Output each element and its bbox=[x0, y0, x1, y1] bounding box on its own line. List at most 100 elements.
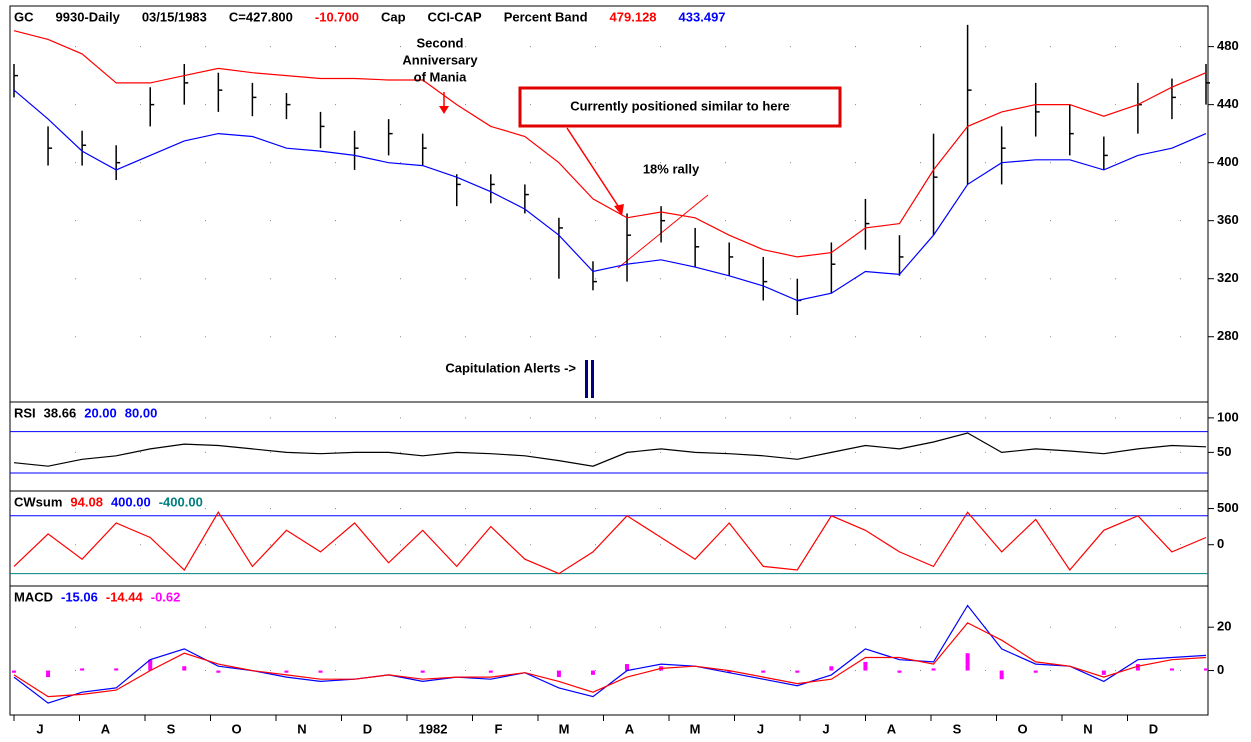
histogram-bar bbox=[46, 670, 51, 678]
series-line bbox=[13, 89, 1207, 302]
x-tick-label: S bbox=[953, 721, 962, 736]
x-tick-label: N bbox=[297, 721, 306, 736]
x-tick-label: M bbox=[559, 721, 570, 736]
y-tick-label: 500 bbox=[1217, 500, 1239, 515]
annotation-arrow bbox=[566, 127, 623, 213]
histogram-bar bbox=[625, 664, 630, 671]
annotation-box bbox=[518, 86, 842, 128]
header-text: -0.62 bbox=[151, 589, 181, 604]
y-tick-label: 280 bbox=[1217, 328, 1239, 343]
histogram-bar bbox=[420, 670, 425, 673]
header-text: 479.128 bbox=[610, 9, 657, 24]
annotation: Anniversary bbox=[402, 52, 478, 67]
y-tick-label: 50 bbox=[1217, 444, 1231, 459]
header-text: C=427.800 bbox=[229, 9, 293, 24]
header-text: 38.66 bbox=[44, 405, 77, 420]
histogram-bar bbox=[284, 670, 289, 673]
alert-mark bbox=[585, 360, 588, 398]
histogram-bar bbox=[148, 659, 153, 671]
header-text: GC bbox=[14, 9, 34, 24]
histogram-bar bbox=[1033, 670, 1038, 673]
y-tick-label: 360 bbox=[1217, 212, 1239, 227]
annotation: Second bbox=[417, 35, 464, 50]
x-tick-label: F bbox=[495, 721, 503, 736]
histogram-bar bbox=[1204, 668, 1208, 671]
header-text: -14.44 bbox=[106, 589, 144, 604]
y-tick-label: 440 bbox=[1217, 96, 1239, 111]
series-line bbox=[13, 30, 1207, 258]
annotation: 18% rally bbox=[643, 161, 700, 176]
header-text: Cap bbox=[381, 9, 406, 24]
y-tick-label: 480 bbox=[1217, 38, 1239, 53]
trend-line bbox=[617, 194, 709, 269]
histogram-bar bbox=[999, 670, 1004, 680]
arrow-head bbox=[439, 106, 449, 114]
header-text: 80.00 bbox=[125, 405, 158, 420]
histogram-bar bbox=[318, 670, 323, 673]
histogram-bar bbox=[727, 670, 732, 673]
x-tick-label: A bbox=[101, 721, 111, 736]
header-text: RSI bbox=[14, 405, 36, 420]
x-tick-label: J bbox=[822, 721, 829, 736]
y-tick-label: 0 bbox=[1217, 536, 1224, 551]
header-text: 400.00 bbox=[111, 494, 151, 509]
histogram-bar bbox=[761, 670, 766, 673]
x-tick-label: D bbox=[363, 721, 372, 736]
annotation: Currently positioned similar to here bbox=[570, 98, 790, 113]
y-tick-label: 320 bbox=[1217, 270, 1239, 285]
histogram-bar bbox=[216, 670, 221, 673]
histogram-bar bbox=[897, 670, 902, 673]
header-text: -10.700 bbox=[315, 9, 359, 24]
y-tick-label: 400 bbox=[1217, 154, 1239, 169]
x-tick-label: A bbox=[887, 721, 897, 736]
series-line bbox=[13, 432, 1207, 467]
header-text: CCI-CAP bbox=[428, 9, 482, 24]
x-tick-label: O bbox=[1017, 721, 1027, 736]
header-text: 20.00 bbox=[84, 405, 117, 420]
arrow-head bbox=[614, 204, 624, 216]
histogram-bar bbox=[182, 666, 187, 671]
header-text: Percent Band bbox=[504, 9, 588, 24]
y-tick-label: 0 bbox=[1217, 662, 1224, 677]
histogram-bar bbox=[863, 661, 868, 671]
alert-mark bbox=[591, 360, 594, 398]
histogram-bar bbox=[1101, 670, 1106, 675]
x-tick-label: M bbox=[690, 721, 701, 736]
series-line bbox=[13, 511, 1207, 575]
x-tick-label: D bbox=[1149, 721, 1158, 736]
header-text: MACD bbox=[14, 589, 53, 604]
x-tick-label: J bbox=[36, 721, 43, 736]
x-tick-label: N bbox=[1083, 721, 1092, 736]
histogram-bar bbox=[795, 670, 800, 673]
histogram-bar bbox=[931, 668, 936, 671]
histogram-bar bbox=[590, 670, 595, 675]
series-line bbox=[13, 622, 1207, 698]
frame bbox=[9, 5, 1209, 716]
y-tick-label: 100 bbox=[1217, 409, 1239, 424]
annotation: Capitulation Alerts -> bbox=[445, 360, 576, 375]
header-text: 9930-Daily bbox=[56, 9, 121, 24]
series-line bbox=[13, 604, 1207, 704]
header-text: -15.06 bbox=[61, 589, 98, 604]
histogram-bar bbox=[114, 668, 119, 671]
histogram-bar bbox=[12, 670, 16, 673]
x-tick-label: 1982 bbox=[419, 721, 448, 736]
histogram-bar bbox=[488, 670, 493, 673]
x-tick-label: A bbox=[625, 721, 635, 736]
histogram-bar bbox=[829, 666, 834, 671]
y-tick-label: 20 bbox=[1217, 619, 1231, 634]
x-tick-label: O bbox=[231, 721, 241, 736]
histogram-bar bbox=[965, 653, 970, 671]
histogram-bar bbox=[1135, 664, 1140, 671]
histogram-bar bbox=[1169, 668, 1174, 671]
histogram-bar bbox=[556, 670, 561, 678]
x-tick-label: S bbox=[167, 721, 176, 736]
histogram-bar bbox=[80, 668, 85, 671]
header-text: 03/15/1983 bbox=[142, 9, 207, 24]
x-tick-label: J bbox=[757, 721, 764, 736]
header-text: 94.08 bbox=[70, 494, 103, 509]
header-text: 433.497 bbox=[679, 9, 726, 24]
header-text: -400.00 bbox=[159, 494, 203, 509]
